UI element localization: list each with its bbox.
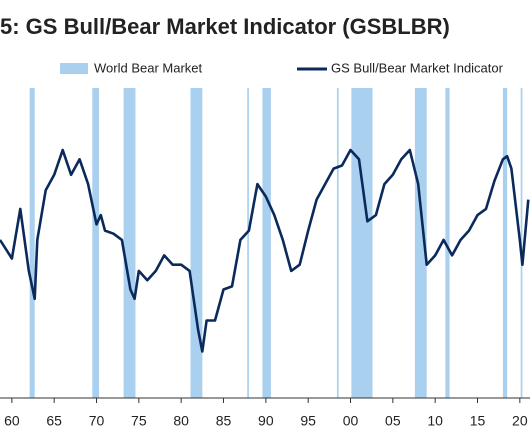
bear-market-band: [520, 88, 523, 398]
legend-label: GS Bull/Bear Market Indicator: [331, 60, 504, 75]
x-tick-label: 15: [470, 413, 486, 429]
x-tick-label: 80: [173, 413, 189, 429]
x-tick-label: 05: [385, 413, 401, 429]
indicator-line: [0, 148, 530, 353]
bear-market-band: [92, 88, 100, 398]
bear-market-band: [29, 88, 35, 398]
x-tick-label: 95: [300, 413, 316, 429]
bear-market-band: [336, 88, 339, 398]
bear-market-band: [123, 88, 136, 398]
legend-swatch: [60, 63, 88, 74]
bear-market-band: [262, 88, 271, 398]
x-tick-label: 65: [46, 413, 62, 429]
x-tick-label: 00: [343, 413, 359, 429]
x-tick-label: 75: [131, 413, 147, 429]
bear-market-band: [247, 88, 249, 398]
x-tick-label: 10: [427, 413, 443, 429]
x-tick-label: 60: [4, 413, 20, 429]
x-tick-label: 90: [258, 413, 274, 429]
x-tick-label: 85: [216, 413, 232, 429]
legend-label: World Bear Market: [94, 60, 203, 75]
chart-title: 5: GS Bull/Bear Market Indicator (GSBLBR…: [0, 14, 450, 39]
bear-market-band: [502, 88, 508, 398]
x-tick-label: 70: [89, 413, 105, 429]
bear-market-band: [414, 88, 427, 398]
bear-market-band: [445, 88, 450, 398]
x-tick-label: 20: [512, 413, 528, 429]
bear-market-band: [190, 88, 203, 398]
bear-market-band: [351, 88, 373, 398]
